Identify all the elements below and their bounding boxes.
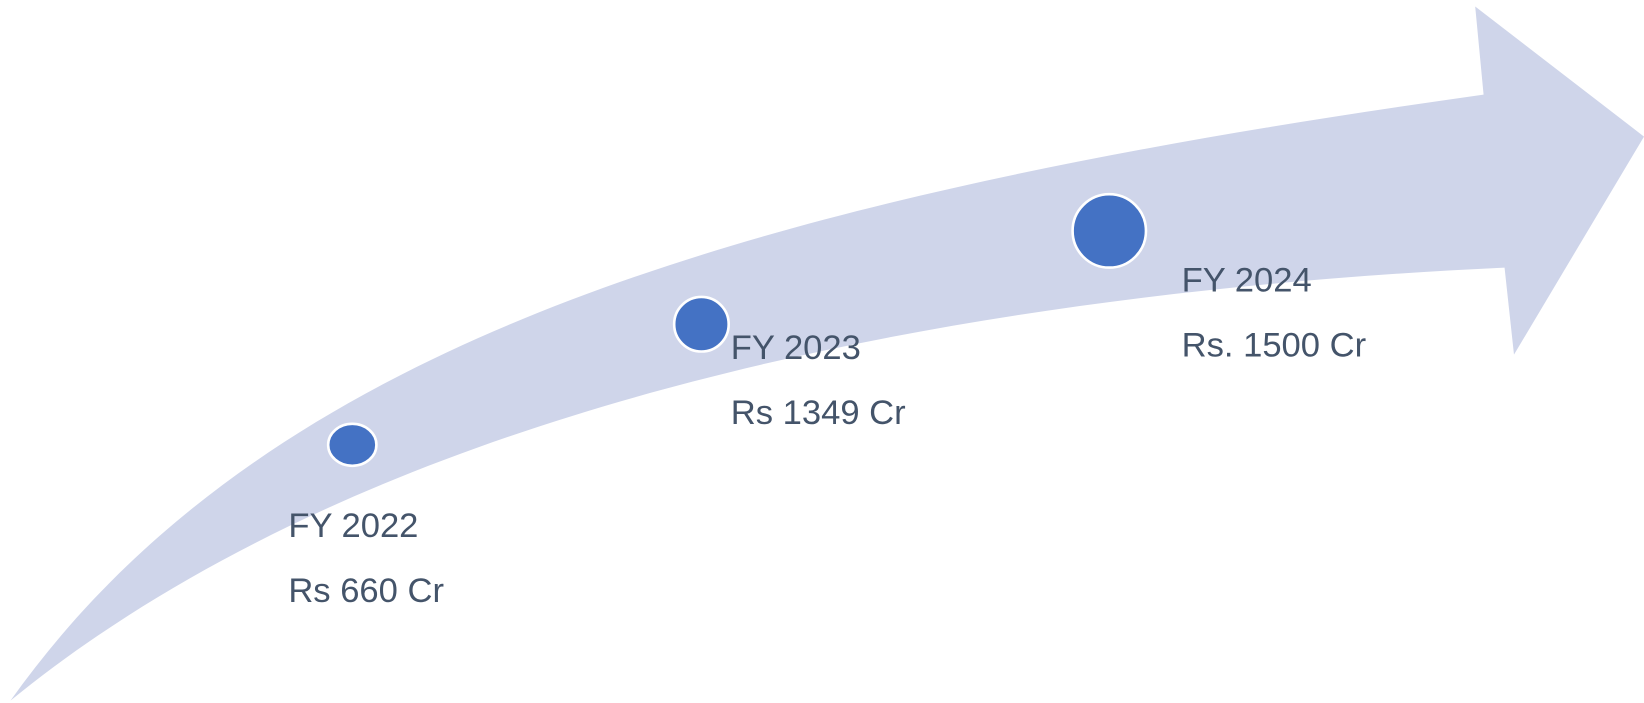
milestone-dot xyxy=(672,295,730,353)
node-value: Rs 660 Cr xyxy=(288,572,444,610)
node-value: Rs 1349 Cr xyxy=(731,394,906,432)
growth-arrow xyxy=(10,6,1644,701)
node-label: FY 2024 xyxy=(1182,262,1312,300)
node-value: Rs. 1500 Cr xyxy=(1182,327,1367,365)
node-label: FY 2022 xyxy=(288,507,418,545)
milestone-dot xyxy=(1071,192,1148,269)
milestone-dot xyxy=(326,422,378,468)
node-label: FY 2023 xyxy=(731,329,861,367)
